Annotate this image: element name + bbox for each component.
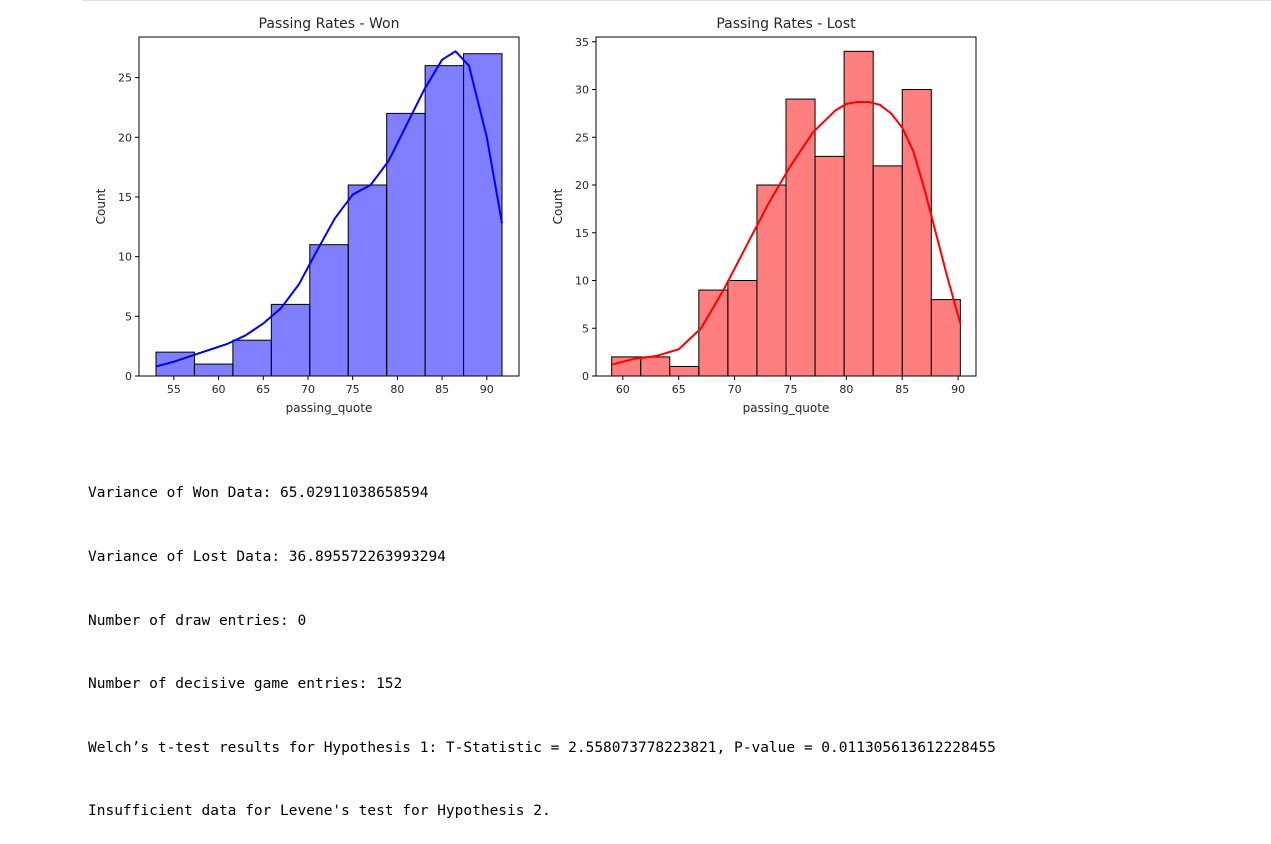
lost-histogram-bar: [756, 184, 787, 377]
lost-x-tick-label: 85: [895, 383, 909, 396]
lost-kde-line: [611, 100, 962, 366]
lost-x-tick-label: 60: [616, 383, 630, 396]
won-x-tick-label: 60: [212, 383, 226, 396]
lost-x-axis-label: passing_quote: [743, 401, 830, 415]
lost-x-tick-label: 65: [672, 383, 686, 396]
lost-x-tick-label: 70: [728, 383, 742, 396]
lost-y-tick-label: 35: [575, 36, 589, 49]
won-histogram-bar: [309, 244, 349, 377]
lost-histogram-bar: [872, 165, 903, 377]
lost-x-tick-label: 75: [783, 383, 797, 396]
won-histogram-bar: [424, 65, 465, 377]
lost-histogram-bar: [785, 98, 816, 377]
output-line-lost-variance: Variance of Lost Data: 36.89557226399329…: [88, 549, 446, 565]
lost-y-tick-label: 25: [575, 131, 589, 144]
lost-histogram-bar: [930, 299, 961, 377]
won-x-tick-label: 70: [301, 383, 315, 396]
won-x-tick-label: 80: [390, 383, 404, 396]
lost-y-tick-label: 30: [575, 84, 589, 97]
lost-histogram-bar: [901, 89, 932, 377]
won-histogram-bar: [232, 339, 272, 377]
won-chart-title: Passing Rates - Won: [259, 16, 400, 32]
cell-divider: [82, 0, 1271, 1]
won-y-tick-label: 5: [125, 310, 132, 323]
lost-axes-frame: [595, 36, 977, 377]
lost-histogram-bar: [814, 155, 845, 377]
won-x-tick-label: 75: [346, 383, 360, 396]
lost-histogram-bar: [669, 365, 700, 377]
lost-histogram-bar: [640, 356, 671, 377]
output-line-won-variance: Variance of Won Data: 65.02911038658594: [88, 485, 429, 502]
lost-histogram-chart: 60 65 70 75 80 85 90 0 5 10 15 20 25 30 35 Passing Rate…: [551, 16, 977, 415]
output-line-draw-entries: Number of draw entries: 0: [88, 612, 307, 629]
won-x-tick-label: 90: [480, 383, 494, 396]
won-x-tick-label: 85: [435, 383, 449, 396]
lost-y-tick-label: 10: [575, 275, 589, 288]
won-histogram-bar: [463, 53, 503, 377]
won-histogram-chart: 55 60 65 70 75 80 85 90 0 5 10 15 20 25 Passing Rates …: [94, 16, 520, 415]
lost-y-tick-label: 20: [575, 179, 589, 192]
lost-y-tick-label: 0: [582, 370, 589, 383]
output-line-levene-test: Insufficient data for Levene's test for …: [88, 803, 551, 820]
lost-y-axis-label: Count: [551, 188, 565, 224]
won-histogram-bar: [347, 184, 388, 377]
won-y-axis-label: Count: [94, 188, 108, 224]
lost-histogram-bar: [727, 280, 758, 377]
won-axes-frame: [138, 36, 520, 377]
lost-chart-title: Passing Rates - Lost: [716, 16, 856, 32]
won-y-tick-label: 0: [125, 370, 132, 383]
won-y-tick-label: 10: [118, 251, 132, 264]
won-x-tick-label: 65: [256, 383, 270, 396]
lost-histogram-bar: [698, 289, 729, 377]
won-kde-line: [155, 50, 503, 368]
lost-x-tick-label: 80: [839, 383, 853, 396]
won-x-axis-label: passing_quote: [286, 401, 373, 415]
won-y-tick-label: 25: [118, 72, 132, 85]
cell-output: Variance of Won Data: 65.02911038658594 …: [88, 441, 996, 844]
won-y-tick-label: 20: [118, 131, 132, 144]
lost-y-tick-label: 15: [575, 227, 589, 240]
output-line-decisive-entries: Number of decisive game entries: 152: [88, 676, 403, 693]
lost-x-tick-label: 90: [951, 383, 965, 396]
lost-y-tick-label: 5: [582, 322, 589, 335]
won-y-tick-label: 15: [118, 191, 132, 204]
won-x-tick-label: 55: [167, 383, 181, 396]
won-histogram-bar: [386, 112, 426, 377]
lost-histogram-bar: [843, 50, 874, 377]
output-line-welch-test: Welch’s t-test results for Hypothesis 1:…: [88, 739, 996, 756]
lost-histogram-bar: [611, 356, 642, 377]
